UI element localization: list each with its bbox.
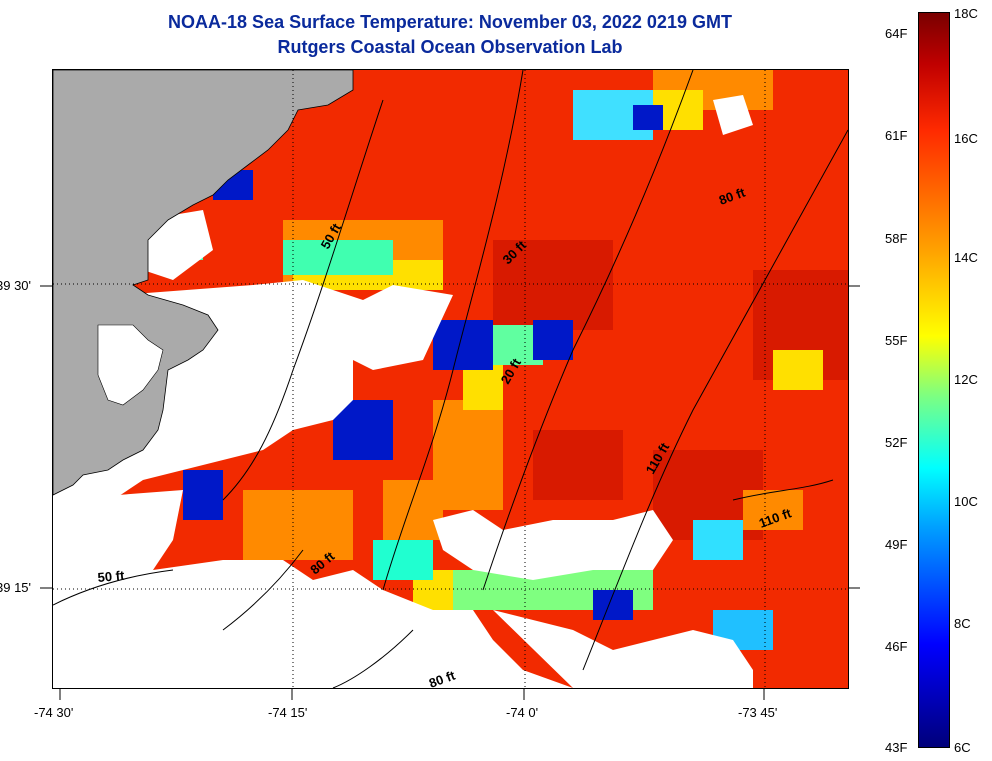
colorbar-c-label: 10C [954, 494, 978, 509]
colorbar-f-label: 58F [885, 231, 908, 246]
graticule [53, 70, 848, 688]
map-subtitle: Rutgers Coastal Ocean Observation Lab [277, 37, 623, 57]
map-title: NOAA-18 Sea Surface Temperature: Novembe… [168, 12, 732, 32]
colorbar-f-label: 64F [885, 26, 908, 41]
colorbar-f-label: 46F [885, 639, 908, 654]
y-tick-label: 39 15' [0, 580, 32, 595]
x-tick-label: -73 45' [738, 705, 778, 720]
colorbar-c-label: 18C [954, 6, 978, 21]
land-inner-white [97, 324, 164, 406]
colorbar-f-label: 61F [885, 128, 908, 143]
colorbar-f-label: 49F [885, 537, 908, 552]
colorbar-f-label: 52F [885, 435, 908, 450]
colorbar-c-label: 14C [954, 250, 978, 265]
y-tick-label: 39 30' [0, 278, 32, 293]
colorbar-c-label: 8C [954, 616, 971, 631]
colorbar-f-label: 43F [885, 740, 908, 755]
sst-map[interactable]: 50 ft 30 ft 80 ft 20 ft 110 ft 110 ft 80… [52, 69, 849, 689]
colorbar-f-label: 55F [885, 333, 908, 348]
x-tick-label: -74 30' [34, 705, 74, 720]
contour-label-50ft-west: 50 ft [97, 568, 126, 585]
temperature-colorbar [918, 12, 950, 748]
x-tick-label: -74 15' [268, 705, 308, 720]
x-tick-label: -74 0' [506, 705, 539, 720]
colorbar-c-label: 12C [954, 372, 978, 387]
colorbar-c-label: 16C [954, 131, 978, 146]
colorbar-c-label: 6C [954, 740, 971, 755]
